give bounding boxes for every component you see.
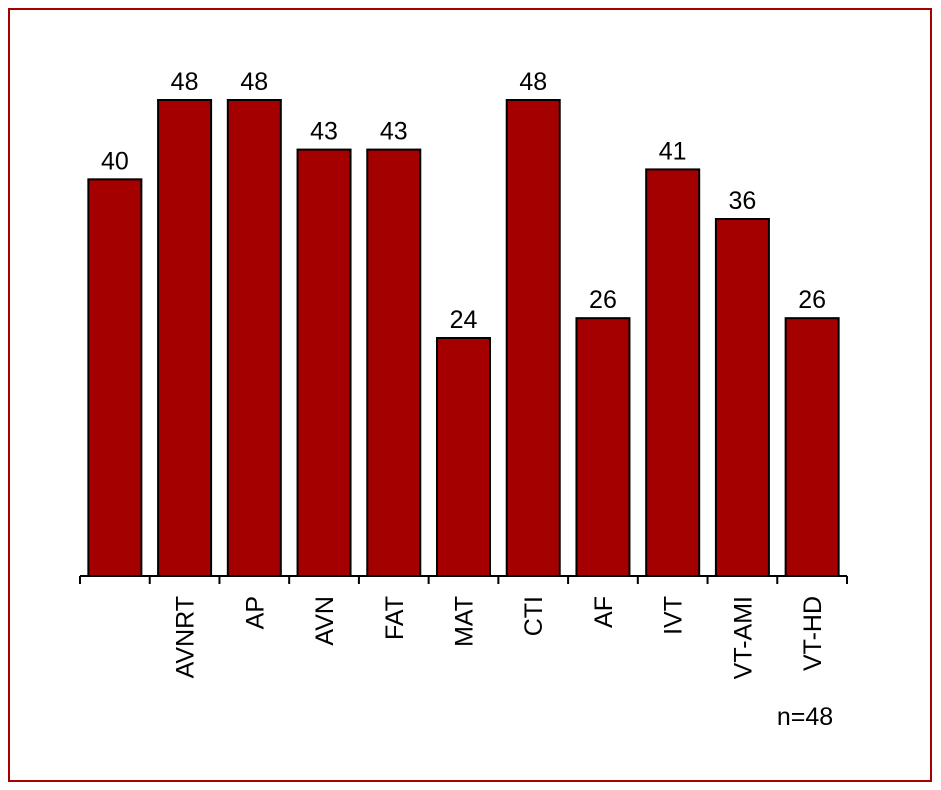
x-tick-label: AVN bbox=[311, 596, 339, 646]
x-tick-label: AF bbox=[590, 596, 618, 628]
bar bbox=[714, 218, 770, 577]
bar bbox=[157, 99, 213, 577]
bar bbox=[436, 337, 491, 577]
value-label: 43 bbox=[310, 118, 338, 146]
bar bbox=[784, 317, 840, 577]
bar bbox=[226, 99, 282, 577]
bar bbox=[645, 168, 701, 578]
value-label: 43 bbox=[380, 118, 408, 146]
frame bbox=[8, 8, 932, 782]
bar bbox=[505, 99, 561, 577]
x-tick-label: FAT bbox=[381, 596, 409, 640]
x-tick-label: VT-HD bbox=[799, 596, 827, 671]
bar bbox=[366, 148, 422, 577]
bar bbox=[87, 178, 143, 577]
x-tick-label: AVNRT bbox=[172, 596, 200, 678]
bar bbox=[575, 317, 631, 577]
bar bbox=[296, 148, 352, 577]
value-label: 48 bbox=[519, 68, 547, 96]
value-label: 48 bbox=[240, 68, 268, 96]
value-label: 26 bbox=[798, 286, 826, 314]
value-label: 48 bbox=[171, 68, 199, 96]
value-label: 41 bbox=[659, 137, 687, 165]
x-tick-label: IVT bbox=[660, 596, 688, 635]
x-tick-label: AP bbox=[241, 596, 269, 629]
value-label: 40 bbox=[101, 147, 129, 175]
x-tick-label: MAT bbox=[451, 596, 479, 647]
value-label: 24 bbox=[450, 306, 478, 334]
x-tick-label: CTI bbox=[520, 596, 548, 636]
annotation: n=48 bbox=[777, 703, 833, 731]
value-label: 36 bbox=[729, 187, 757, 215]
value-label: 26 bbox=[589, 286, 617, 314]
x-tick-label: VT-AMI bbox=[729, 596, 757, 679]
